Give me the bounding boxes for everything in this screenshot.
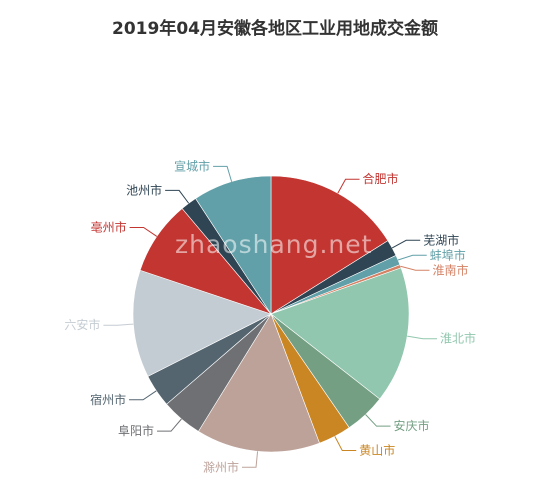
label-leader-line (407, 335, 437, 340)
label-leader-line (157, 418, 182, 432)
label-leader-line (129, 226, 158, 237)
slice-label: 安庆市 (394, 418, 430, 433)
label-leader-line (213, 165, 233, 182)
label-leader-line (165, 189, 190, 204)
slice-label: 芜湖市 (423, 232, 459, 247)
pie-slice (270, 267, 410, 400)
label-leader-line (337, 178, 360, 194)
slice-label: 黄山市 (359, 443, 395, 458)
label-leader-line (397, 254, 427, 261)
slice-label: 合肥市 (363, 171, 399, 186)
label-leader-line (334, 436, 357, 452)
slice-label: 淮北市 (440, 331, 476, 346)
slice-label: 亳州市 (91, 219, 127, 234)
pie-slice (197, 313, 320, 453)
label-leader-line (129, 390, 157, 401)
slice-label: 阜阳市 (118, 423, 154, 438)
chart-title: 2019年04月安徽各地区工业用地成交金额 (112, 19, 438, 39)
slice-label: 宣城市 (174, 158, 210, 173)
slice-label: 池州市 (126, 182, 162, 197)
label-leader-line (365, 414, 391, 427)
slice-label: 宿州市 (90, 392, 126, 407)
label-leader-line (103, 323, 134, 326)
pie-slice (195, 175, 272, 316)
slice-label: 滁州市 (203, 459, 239, 474)
label-leader-line (242, 451, 259, 468)
pie-slice (270, 175, 389, 315)
slice-label: 六安市 (64, 317, 100, 332)
slice-label: 蚌埠市 (430, 247, 466, 262)
label-leader-line (400, 265, 430, 271)
label-leader-line (391, 239, 421, 249)
slice-label: 淮南市 (432, 262, 468, 277)
watermark: zhaoshang.net (175, 230, 373, 259)
